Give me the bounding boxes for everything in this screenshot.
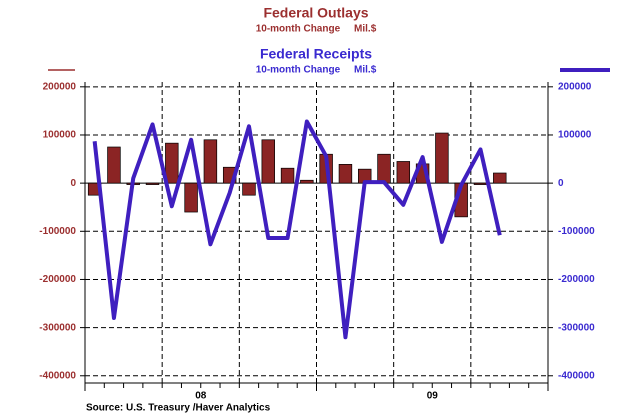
x-year-label: 08 <box>195 391 207 402</box>
bar <box>377 153 391 184</box>
y2-tick-label: -100000 <box>558 226 595 237</box>
bar <box>280 167 295 184</box>
y2-tick-label: 100000 <box>558 130 592 141</box>
bar <box>493 172 507 184</box>
receipts-title: Federal Receipts <box>260 46 372 62</box>
outlays-title: Federal Outlays <box>263 5 368 21</box>
y-tick-label: 100000 <box>43 130 77 141</box>
y-tick-label: 200000 <box>43 81 77 92</box>
y2-tick-label: -200000 <box>558 274 595 285</box>
bar <box>242 182 256 196</box>
source: Source: U.S. Treasury /Haver Analytics <box>86 403 271 414</box>
receipts-subtitle: 10-month Change Mil.$ <box>256 65 377 76</box>
y2-tick-label: 200000 <box>558 81 592 92</box>
y-tick-label: -400000 <box>39 370 76 381</box>
x-year-label: 09 <box>427 391 439 402</box>
line <box>92 119 502 340</box>
y-tick-label: -300000 <box>39 322 76 333</box>
bar <box>338 164 353 184</box>
y2-tick-label: 0 <box>558 178 564 189</box>
bar <box>435 132 449 184</box>
y2-tick-label: -400000 <box>558 370 595 381</box>
y-tick-label: -200000 <box>39 274 76 285</box>
bar <box>184 182 198 213</box>
bar <box>261 139 275 184</box>
y-tick-label: 0 <box>70 178 76 189</box>
outlays-subtitle: 10-month Change Mil.$ <box>256 24 377 35</box>
bar <box>396 161 411 184</box>
bar <box>300 179 314 184</box>
y2-tick-label: -300000 <box>558 322 595 333</box>
bar <box>203 139 218 184</box>
bar <box>145 182 160 185</box>
bar <box>165 142 179 184</box>
y-tick-label: -100000 <box>39 226 76 237</box>
bar <box>473 182 488 185</box>
bar <box>107 146 121 184</box>
